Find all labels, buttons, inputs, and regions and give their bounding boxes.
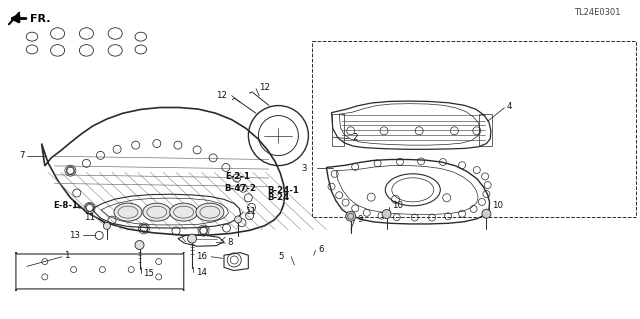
Text: B-24-1: B-24-1 — [268, 186, 300, 195]
Circle shape — [104, 222, 110, 229]
Circle shape — [235, 216, 241, 223]
Text: 9: 9 — [357, 215, 362, 224]
Text: 7: 7 — [19, 151, 24, 160]
Text: 12: 12 — [216, 91, 227, 100]
Text: FR.: FR. — [30, 13, 51, 24]
Text: 5: 5 — [278, 252, 284, 261]
Ellipse shape — [114, 203, 142, 221]
Text: 1: 1 — [64, 251, 70, 260]
Ellipse shape — [170, 203, 198, 221]
Circle shape — [382, 210, 391, 219]
Text: 8: 8 — [228, 238, 234, 247]
Text: 16: 16 — [196, 252, 207, 261]
Text: 4: 4 — [507, 102, 513, 111]
Text: 6: 6 — [318, 245, 324, 254]
Text: 3: 3 — [301, 164, 307, 173]
Text: 13: 13 — [69, 231, 80, 240]
Ellipse shape — [196, 203, 224, 221]
Text: 15: 15 — [143, 269, 154, 278]
Text: 10: 10 — [392, 201, 403, 210]
Text: B-24: B-24 — [268, 193, 290, 202]
Text: E-2-1: E-2-1 — [225, 172, 250, 181]
Text: 14: 14 — [196, 268, 207, 277]
Text: 11: 11 — [84, 213, 95, 222]
Text: E-8-1: E-8-1 — [53, 201, 78, 210]
Bar — [312, 41, 636, 217]
Circle shape — [188, 234, 196, 243]
Ellipse shape — [143, 203, 171, 221]
Text: 12: 12 — [259, 83, 269, 92]
Circle shape — [346, 211, 356, 221]
Circle shape — [482, 209, 491, 218]
Text: 10: 10 — [492, 201, 502, 210]
Text: 2: 2 — [352, 133, 358, 142]
Circle shape — [135, 241, 144, 249]
Text: B-47-2: B-47-2 — [224, 184, 256, 193]
Text: TL24E0301: TL24E0301 — [574, 8, 621, 17]
Text: 11: 11 — [245, 207, 256, 216]
